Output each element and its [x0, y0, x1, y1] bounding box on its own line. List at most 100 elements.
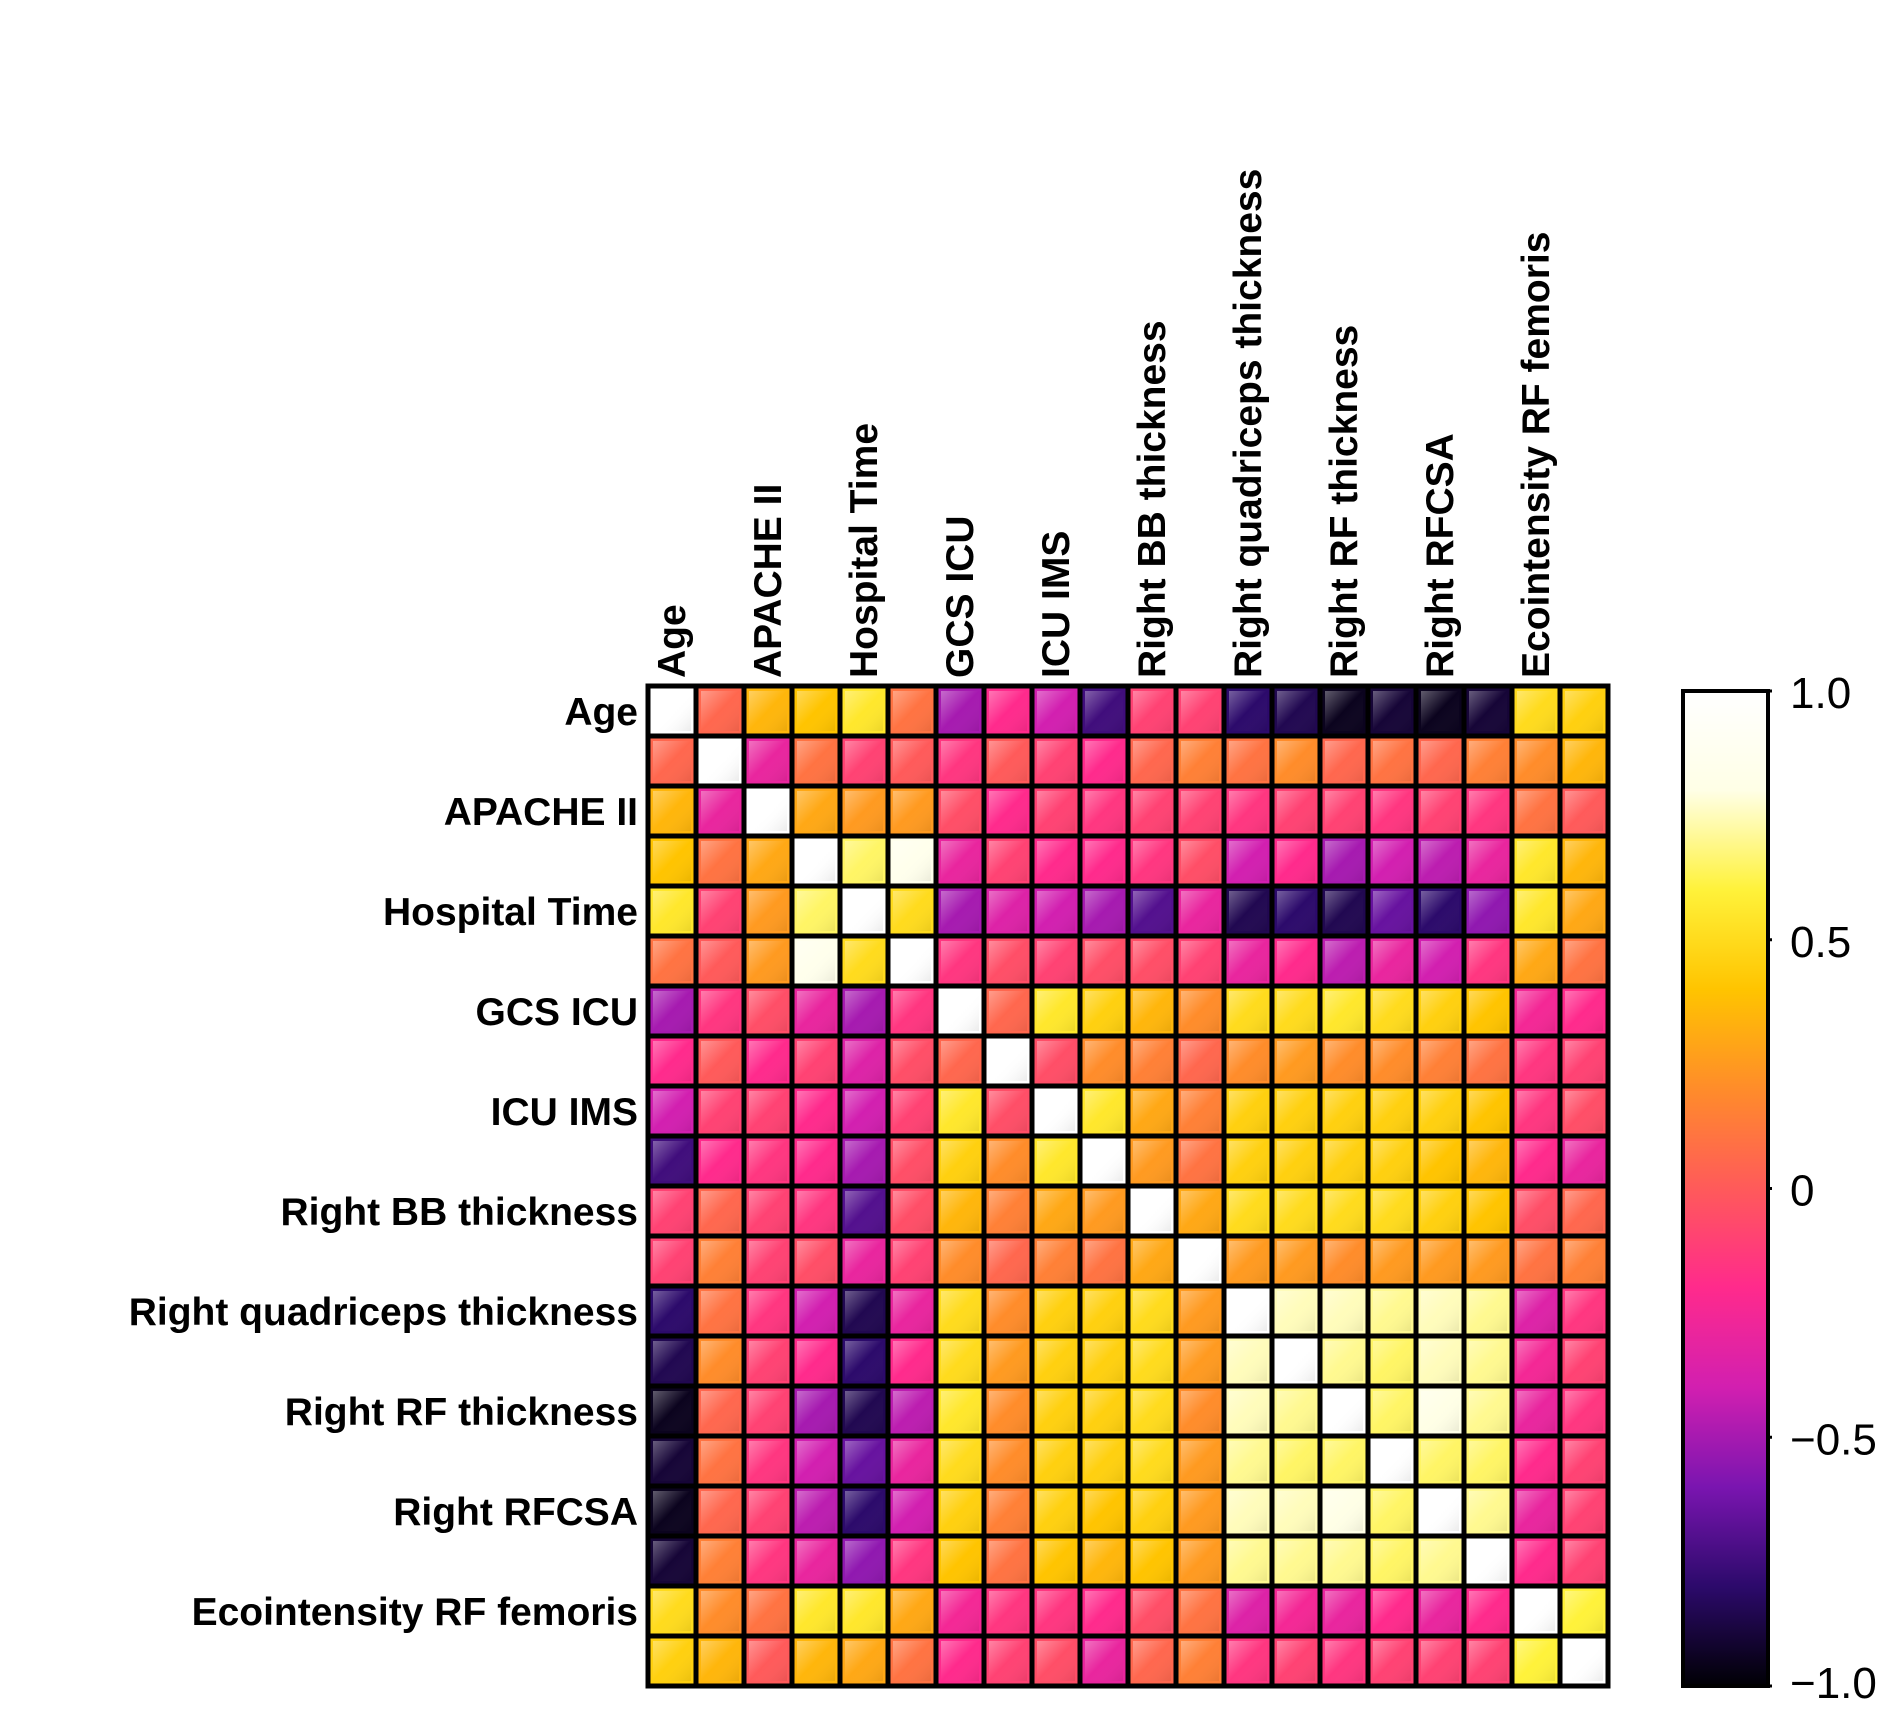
- heatmap-cell-r6-c9: [1077, 983, 1131, 1039]
- heatmap-cell-r4-c2: [741, 883, 795, 939]
- heatmap-cell-r12-c2: [741, 1283, 795, 1339]
- heatmap-cell-r7-c16: [1413, 1033, 1467, 1089]
- heatmap-cell-r13-c4: [837, 1333, 891, 1389]
- heatmap-cell-r9-c4: [837, 1133, 891, 1189]
- heatmap-cell-r10-c18: [1509, 1183, 1563, 1239]
- heatmap-cell-r18-c16: [1413, 1583, 1467, 1639]
- heatmap-cell-r9-c6: [933, 1133, 987, 1189]
- heatmap-cell-r0-c0: [645, 683, 699, 739]
- heatmap-cell-r1-c18: [1509, 733, 1563, 789]
- heatmap-cell-r1-c16: [1413, 733, 1467, 789]
- heatmap-cell-r12-c18: [1509, 1283, 1563, 1339]
- heatmap-cell-r19-c18: [1509, 1633, 1563, 1689]
- heatmap-cell-r13-c11: [1173, 1333, 1227, 1389]
- heatmap-cell-r3-c17: [1461, 833, 1515, 889]
- heatmap-cell-r15-c19: [1557, 1433, 1611, 1489]
- heatmap-cell-r6-c13: [1269, 983, 1323, 1039]
- heatmap-cell-r13-c6: [933, 1333, 987, 1389]
- heatmap-cell-r8-c6: [933, 1083, 987, 1139]
- heatmap-cell-r16-c19: [1557, 1483, 1611, 1539]
- heatmap-cell-r14-c11: [1173, 1383, 1227, 1439]
- heatmap-cell-r16-c6: [933, 1483, 987, 1539]
- heatmap-cell-r2-c15: [1365, 783, 1419, 839]
- heatmap-cell-r6-c5: [885, 983, 939, 1039]
- heatmap-cell-r5-c0: [645, 933, 699, 989]
- heatmap-cell-r14-c8: [1029, 1383, 1083, 1439]
- heatmap-cell-r5-c3: [789, 933, 843, 989]
- heatmap-cell-r7-c1: [693, 1033, 747, 1089]
- heatmap-cell-r12-c9: [1077, 1283, 1131, 1339]
- heatmap-cell-r4-c15: [1365, 883, 1419, 939]
- row-label: GCS ICU: [475, 991, 638, 1034]
- heatmap-cell-r12-c6: [933, 1283, 987, 1339]
- column-label: GCS ICU: [939, 515, 982, 678]
- heatmap-cell-r12-c8: [1029, 1283, 1083, 1339]
- heatmap-cell-r8-c17: [1461, 1083, 1515, 1139]
- heatmap-cell-r17-c6: [933, 1533, 987, 1589]
- heatmap-cell-r13-c10: [1125, 1333, 1179, 1389]
- heatmap-cell-r5-c2: [741, 933, 795, 989]
- heatmap-cell-r3-c13: [1269, 833, 1323, 889]
- heatmap-cell-r3-c15: [1365, 833, 1419, 889]
- heatmap-cell-r17-c5: [885, 1533, 939, 1589]
- heatmap-cell-r14-c6: [933, 1383, 987, 1439]
- heatmap-cell-r8-c11: [1173, 1083, 1227, 1139]
- heatmap-cell-r18-c18: [1509, 1583, 1563, 1639]
- heatmap-cell-r19-c12: [1221, 1633, 1275, 1689]
- heatmap-cell-r1-c15: [1365, 733, 1419, 789]
- heatmap-cell-r10-c1: [693, 1183, 747, 1239]
- heatmap-cell-r2-c5: [885, 783, 939, 839]
- heatmap-cell-r12-c3: [789, 1283, 843, 1339]
- row-label: Age: [564, 691, 638, 734]
- heatmap-cell-r19-c7: [981, 1633, 1035, 1689]
- heatmap-cell-r5-c18: [1509, 933, 1563, 989]
- heatmap-cell-r15-c15: [1365, 1433, 1419, 1489]
- heatmap-cell-r17-c7: [981, 1533, 1035, 1589]
- heatmap-cell-r12-c1: [693, 1283, 747, 1339]
- heatmap-cell-r7-c5: [885, 1033, 939, 1089]
- row-label: ICU IMS: [491, 1091, 638, 1134]
- heatmap-cell-r3-c8: [1029, 833, 1083, 889]
- heatmap-cell-r0-c12: [1221, 683, 1275, 739]
- heatmap-cell-r18-c17: [1461, 1583, 1515, 1639]
- heatmap-cell-r15-c9: [1077, 1433, 1131, 1489]
- heatmap-cell-r0-c10: [1125, 683, 1179, 739]
- heatmap-cell-r4-c19: [1557, 883, 1611, 939]
- heatmap-cell-r0-c9: [1077, 683, 1131, 739]
- heatmap-cell-r12-c10: [1125, 1283, 1179, 1339]
- heatmap-cell-r0-c6: [933, 683, 987, 739]
- heatmap-cell-r1-c7: [981, 733, 1035, 789]
- heatmap-cell-r10-c0: [645, 1183, 699, 1239]
- heatmap-cell-r17-c2: [741, 1533, 795, 1589]
- heatmap-cell-r15-c1: [693, 1433, 747, 1489]
- heatmap-cell-r14-c10: [1125, 1383, 1179, 1439]
- heatmap-cell-r9-c19: [1557, 1133, 1611, 1189]
- heatmap-cell-r9-c2: [741, 1133, 795, 1189]
- heatmap-cell-r0-c4: [837, 683, 891, 739]
- heatmap-cell-r6-c6: [933, 983, 987, 1039]
- heatmap-cell-r4-c17: [1461, 883, 1515, 939]
- heatmap-cell-r7-c15: [1365, 1033, 1419, 1089]
- heatmap-cell-r13-c17: [1461, 1333, 1515, 1389]
- heatmap-cell-r0-c3: [789, 683, 843, 739]
- heatmap-cell-r4-c9: [1077, 883, 1131, 939]
- heatmap-cell-r5-c14: [1317, 933, 1371, 989]
- heatmap-cell-r15-c18: [1509, 1433, 1563, 1489]
- heatmap-cell-r16-c10: [1125, 1483, 1179, 1539]
- heatmap-cell-r3-c7: [981, 833, 1035, 889]
- heatmap-cell-r17-c8: [1029, 1533, 1083, 1589]
- heatmap-cell-r5-c16: [1413, 933, 1467, 989]
- heatmap-cell-r4-c6: [933, 883, 987, 939]
- heatmap-cell-r19-c11: [1173, 1633, 1227, 1689]
- row-label: Ecointensity RF femoris: [192, 1591, 638, 1634]
- heatmap-cell-r13-c19: [1557, 1333, 1611, 1389]
- heatmap-cell-r17-c15: [1365, 1533, 1419, 1589]
- heatmap-cell-r7-c10: [1125, 1033, 1179, 1089]
- heatmap-cell-r1-c8: [1029, 733, 1083, 789]
- heatmap-cell-r1-c10: [1125, 733, 1179, 789]
- heatmap-cell-r5-c12: [1221, 933, 1275, 989]
- heatmap-cell-r18-c8: [1029, 1583, 1083, 1639]
- heatmap-cell-r6-c15: [1365, 983, 1419, 1039]
- heatmap-cell-r6-c1: [693, 983, 747, 1039]
- heatmap-cell-r14-c18: [1509, 1383, 1563, 1439]
